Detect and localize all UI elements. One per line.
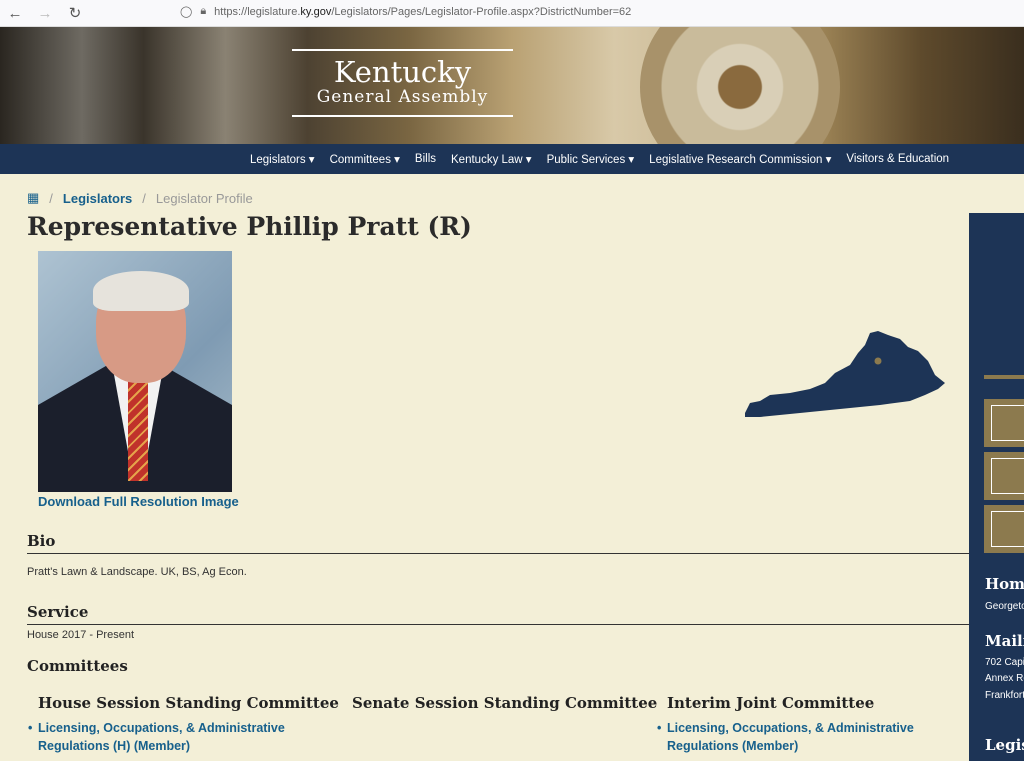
site-logo[interactable]: Kentucky General Assembly [292,49,513,117]
separator: / [49,190,53,206]
committee-link[interactable]: Licensing, Occupations, & Administrative… [28,719,298,755]
url-text: https://legislature. [214,5,301,18]
breadcrumb: ▦ / Legislators / Legislator Profile [27,190,253,206]
url-domain: ky.gov [300,5,332,18]
header-banner: Kentucky General Assembly [0,27,1024,144]
building-icon[interactable]: ▦ [27,190,40,205]
sidebar-button[interactable] [984,399,1024,447]
kentucky-shape [745,331,945,417]
nav-visitors[interactable]: Visitors & Education [846,153,950,165]
kentucky-district-map [745,331,945,417]
page-title: Representative Phillip Pratt (R) [27,212,472,241]
main-nav: Legislators ▾ Committees ▾ Bills Kentuck… [0,144,1024,174]
house-committees: House Session Standing Committee Licensi… [28,694,339,755]
senate-committees: Senate Session Standing Committee [352,694,657,719]
nav-committees[interactable]: Committees ▾ [329,154,400,166]
mailing-line: 702 Capital Ave [985,657,1024,668]
nav-bills[interactable]: Bills [414,153,437,165]
divider [984,375,1024,379]
bio-text: Pratt's Lawn & Landscape. UK, BS, Ag Eco… [27,566,247,578]
nav-legislators[interactable]: Legislators ▾ [250,154,315,166]
mailing-address-heading: Mailing Address [985,632,1024,650]
interim-committees: Interim Joint Committee Licensing, Occup… [657,694,927,755]
nav-kentucky-law[interactable]: Kentucky Law ▾ [451,154,532,166]
breadcrumb-current: Legislator Profile [155,190,253,206]
logo-subtitle: General Assembly [316,87,489,107]
district-marker [874,357,882,365]
senate-committee-heading: Senate Session Standing Committee [352,694,658,712]
service-heading: Service [27,603,969,625]
browser-toolbar: ← → ↻ ◯ 🔒︎ https://legislature.ky.gov/Le… [0,0,1024,27]
shield-icon: ◯ [180,6,193,18]
sidebar-button[interactable] [984,452,1024,500]
mailing-line: Frankfort KY [985,690,1024,701]
url-path: /Legislators/Pages/Legislator-Profile.as… [331,5,632,18]
legislator-photo [38,251,232,492]
dome-image [640,27,840,144]
bio-heading: Bio [27,532,969,554]
separator: / [142,190,146,206]
service-text: House 2017 - Present [27,629,135,641]
nav-lrc[interactable]: Legislative Research Commission ▾ [649,154,832,166]
address-bar[interactable]: ◯ 🔒︎ https://legislature.ky.gov/Legislat… [180,5,631,18]
legislative-heading: Legislative [985,736,1024,754]
reload-icon[interactable]: ↻ [68,5,82,22]
logo-title: Kentucky [333,55,472,89]
download-image-link[interactable]: Download Full Resolution Image [38,494,239,509]
committees-heading: Committees [27,657,128,675]
nav-public-services[interactable]: Public Services ▾ [546,154,635,166]
committee-link[interactable]: Licensing, Occupations, & Administrative… [657,719,927,755]
house-committee-heading: House Session Standing Committee [38,694,339,712]
sidebar-button[interactable] [984,505,1024,553]
breadcrumb-legislators[interactable]: Legislators [62,190,133,206]
forward-icon[interactable]: → [37,4,53,22]
lock-icon: 🔒︎ [200,5,207,17]
back-icon[interactable]: ← [7,4,23,22]
home-address-heading: Home [985,575,1024,593]
interim-committee-heading: Interim Joint Committee [667,694,875,712]
home-address-text: Georgetown [985,601,1024,612]
mailing-line: Annex Room [985,673,1024,684]
contact-sidebar: Home Georgetown Mailing Address 702 Capi… [969,213,1024,761]
